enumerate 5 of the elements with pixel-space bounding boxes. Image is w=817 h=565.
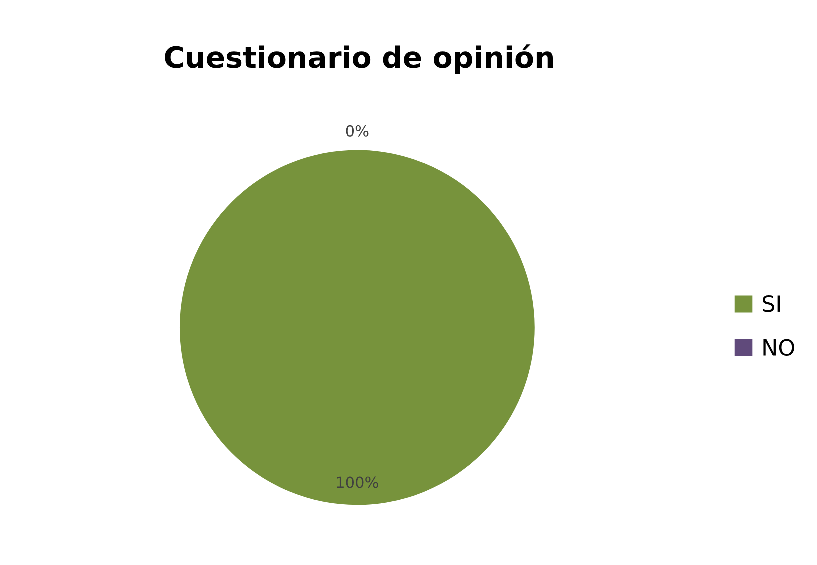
text: 0% — [346, 125, 369, 137]
chart-title: Cuestionario de opinión — [165, 44, 553, 74]
legend-label: NO — [764, 339, 794, 356]
legend-label: SI — [763, 295, 780, 312]
data-label: 100% — [337, 476, 378, 488]
